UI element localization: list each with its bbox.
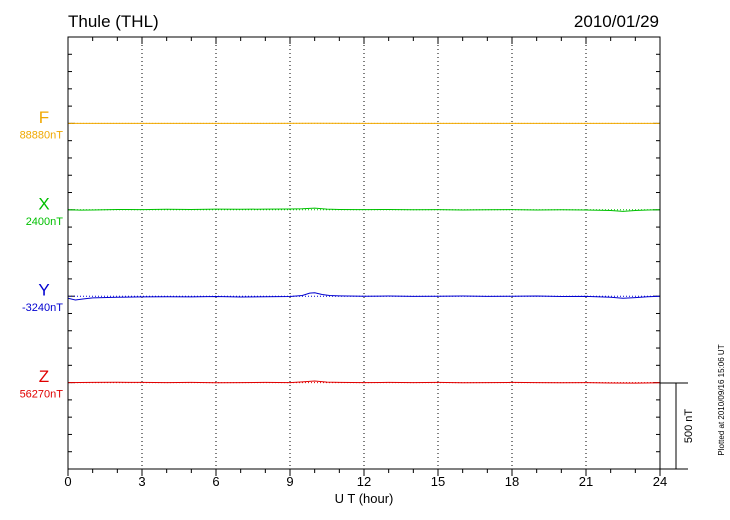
x-axis-label: U T (hour)	[335, 491, 394, 506]
series-baseline-label-z: 56270nT	[20, 389, 64, 401]
series-lines	[67, 122, 661, 384]
date-title: 2010/01/29	[574, 12, 659, 31]
x-tick-label-6: 6	[212, 474, 219, 489]
scale-bar: 500 nT	[660, 382, 695, 470]
series-name-z: Z	[39, 367, 49, 386]
series-line-y	[67, 292, 661, 301]
x-tick-label-21: 21	[579, 474, 593, 489]
series-baseline-label-x: 2400nT	[26, 216, 64, 228]
series-baseline-label-y: -3240nT	[22, 302, 63, 314]
series-labels: F 88880nT X 2400nT Y -3240nT Z 56270nT	[20, 108, 64, 401]
series-name-f: F	[39, 108, 49, 127]
series-baseline-label-f: 88880nT	[20, 129, 64, 141]
plot-frame	[67, 36, 661, 470]
scale-bar-label: 500 nT	[683, 409, 695, 444]
grid-lines	[141, 37, 587, 469]
series-name-x: X	[38, 194, 49, 213]
plotted-timestamp: Plotted at 2010/09/16 15:06 UT	[717, 344, 726, 455]
x-tick-label-9: 9	[286, 474, 293, 489]
x-tick-label-3: 3	[138, 474, 145, 489]
axis-ticks	[67, 36, 661, 476]
x-tick-label-12: 12	[357, 474, 371, 489]
series-name-y: Y	[38, 281, 49, 300]
x-tick-label-18: 18	[505, 474, 519, 489]
series-line-x	[67, 207, 661, 212]
x-tick-label-0: 0	[64, 474, 71, 489]
series-line-z	[67, 380, 661, 384]
x-tick-labels: 0 3 6 9 12 15 18 21 24	[64, 474, 667, 489]
x-tick-label-24: 24	[653, 474, 667, 489]
x-tick-label-15: 15	[431, 474, 445, 489]
station-title: Thule (THL)	[68, 12, 159, 31]
